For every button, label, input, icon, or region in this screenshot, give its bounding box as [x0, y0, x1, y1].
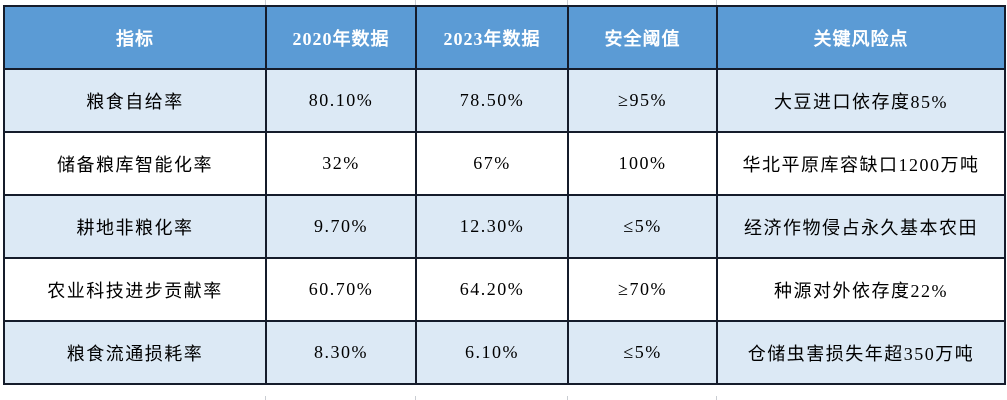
table-row: 粮食自给率 80.10% 78.50% ≥95% 大豆进口依存度85% [3, 68, 1006, 133]
gridline-tick [415, 0, 416, 5]
gridline-tick [567, 0, 568, 5]
cell-threshold: ≥70% [567, 257, 718, 322]
cell-risk: 华北平原库容缺口1200万吨 [716, 131, 1006, 196]
header-cell-2023-data: 2023年数据 [415, 5, 569, 70]
header-cell-indicator: 指标 [3, 5, 267, 70]
cell-indicator: 储备粮库智能化率 [3, 131, 267, 196]
cell-2023-value: 12.30% [415, 194, 569, 259]
cell-2020-value: 32% [265, 131, 417, 196]
cell-threshold: 100% [567, 131, 718, 196]
gridline-tick [265, 0, 266, 5]
cell-2020-value: 9.70% [265, 194, 417, 259]
header-cell-2020-data: 2020年数据 [265, 5, 417, 70]
cell-indicator: 农业科技进步贡献率 [3, 257, 267, 322]
cell-risk: 大豆进口依存度85% [716, 68, 1006, 133]
cell-risk: 种源对外依存度22% [716, 257, 1006, 322]
cell-threshold: ≤5% [567, 320, 718, 385]
cell-threshold: ≤5% [567, 194, 718, 259]
table-row: 耕地非粮化率 9.70% 12.30% ≤5% 经济作物侵占永久基本农田 [3, 194, 1006, 259]
cell-2020-value: 80.10% [265, 68, 417, 133]
cell-2020-value: 60.70% [265, 257, 417, 322]
food-security-indicator-table: 指标 2020年数据 2023年数据 安全阈值 关键风险点 粮食自给率 80.1… [3, 5, 1006, 385]
cell-indicator: 粮食流通损耗率 [3, 320, 267, 385]
gridline-tick [716, 0, 717, 5]
gridline-tick [415, 396, 416, 400]
cell-2023-value: 67% [415, 131, 569, 196]
header-cell-safety-threshold: 安全阈值 [567, 5, 718, 70]
cell-2020-value: 8.30% [265, 320, 417, 385]
gridline-tick [716, 396, 717, 400]
gridline-tick [265, 396, 266, 400]
cell-threshold: ≥95% [567, 68, 718, 133]
table-row: 粮食流通损耗率 8.30% 6.10% ≤5% 仓储虫害损失年超350万吨 [3, 320, 1006, 385]
cell-risk: 仓储虫害损失年超350万吨 [716, 320, 1006, 385]
table-row: 储备粮库智能化率 32% 67% 100% 华北平原库容缺口1200万吨 [3, 131, 1006, 196]
cell-2023-value: 6.10% [415, 320, 569, 385]
cell-indicator: 耕地非粮化率 [3, 194, 267, 259]
cell-risk: 经济作物侵占永久基本农田 [716, 194, 1006, 259]
header-cell-key-risk: 关键风险点 [716, 5, 1006, 70]
cell-2023-value: 78.50% [415, 68, 569, 133]
gridline-tick [567, 396, 568, 400]
cell-2023-value: 64.20% [415, 257, 569, 322]
header-row: 指标 2020年数据 2023年数据 安全阈值 关键风险点 [3, 5, 1006, 70]
cell-indicator: 粮食自给率 [3, 68, 267, 133]
table-row: 农业科技进步贡献率 60.70% 64.20% ≥70% 种源对外依存度22% [3, 257, 1006, 322]
